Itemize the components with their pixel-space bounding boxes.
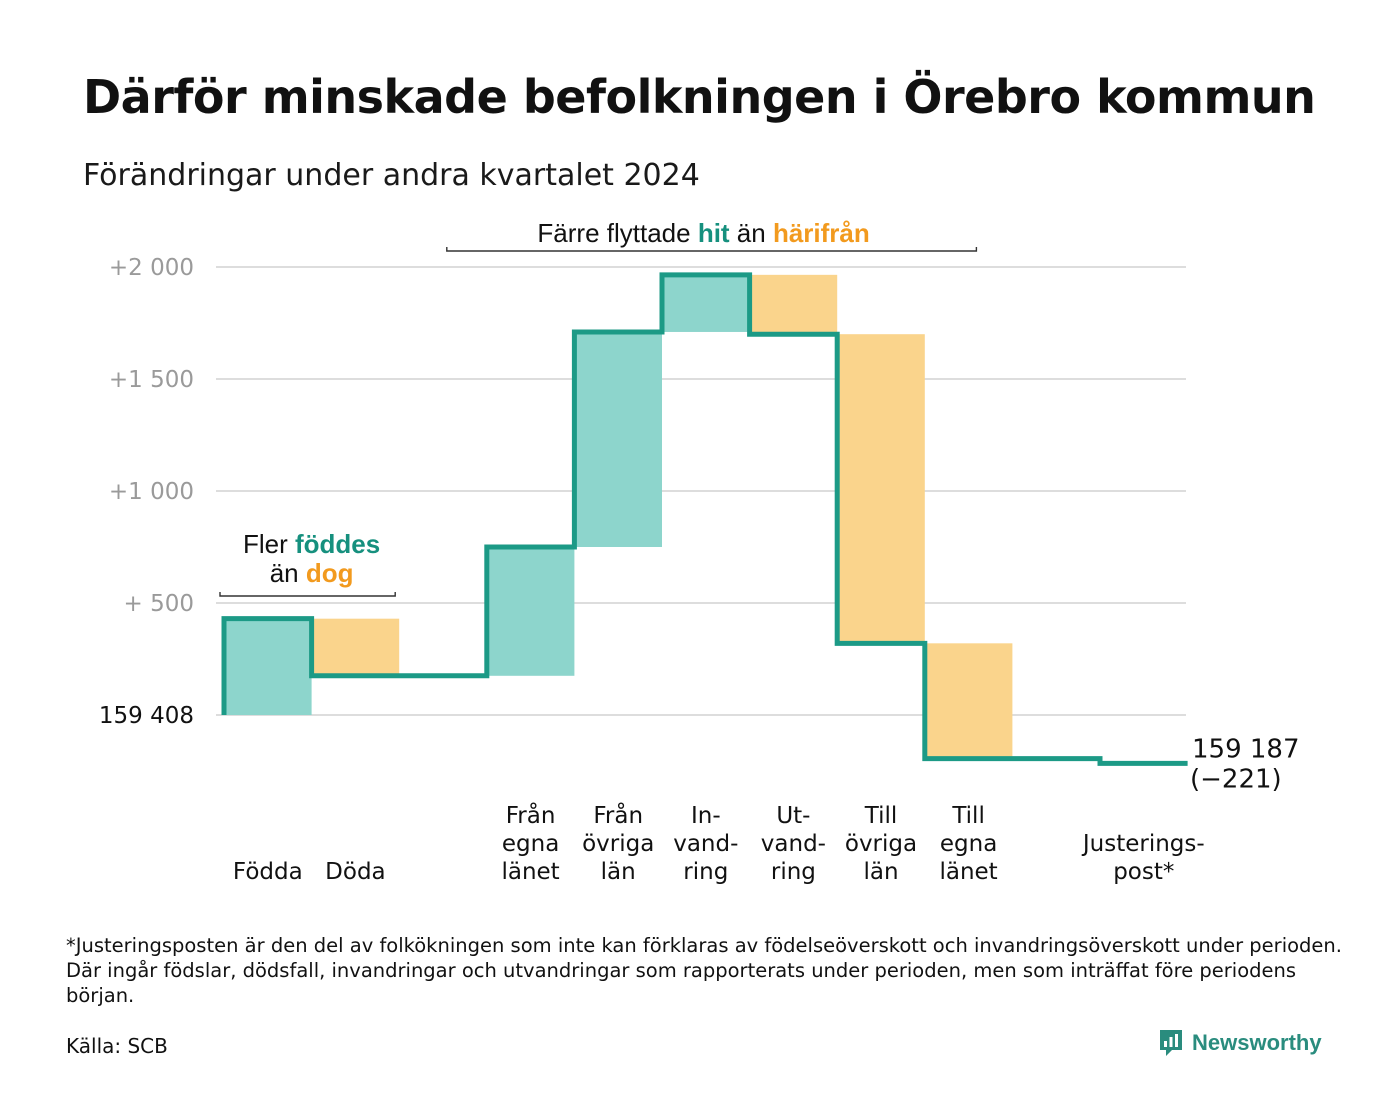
y-tick-label: + 500 xyxy=(124,591,194,617)
annotation-bracket-migration xyxy=(446,247,978,252)
inflow-bar xyxy=(486,547,575,676)
outflow-bar xyxy=(837,334,925,644)
category-label: Från xyxy=(593,801,643,829)
inflow-bar xyxy=(574,331,662,547)
chart-subtitle: Förändringar under andra kvartalet 2024 xyxy=(83,158,700,193)
category-label: Ut- xyxy=(776,803,810,829)
category-label: övriga xyxy=(582,831,654,857)
y-tick-label: +2 000 xyxy=(109,255,194,281)
y-base-label: 159 408 xyxy=(99,703,194,729)
annotation-text: än xyxy=(730,218,773,248)
category-label: In- xyxy=(691,803,721,829)
chart-title: Därför minskade befolkningen i Örebro ko… xyxy=(83,70,1316,124)
annotation-migration: Färre flyttade hit än härifrån xyxy=(537,218,869,248)
annotation-text: Färre flyttade xyxy=(537,218,697,248)
category-label: Från xyxy=(506,801,556,829)
annotation-text: än xyxy=(270,558,306,588)
annotation-outflow-word: dog xyxy=(306,558,354,588)
newsworthy-logo-icon xyxy=(1160,1030,1182,1056)
inflow-bar xyxy=(662,274,750,332)
outflow-bar xyxy=(749,274,838,335)
category-label: ring xyxy=(771,859,816,885)
outflow-bar xyxy=(311,618,400,676)
cumulative-step-line xyxy=(221,272,1188,766)
brand-name: Newsworthy xyxy=(1192,1030,1322,1055)
category-label: län xyxy=(601,859,636,885)
end-value-label: 159 187 xyxy=(1192,734,1300,764)
end-change-label: (−221) xyxy=(1190,764,1282,794)
category-label: egna xyxy=(502,831,559,857)
category-label: egna xyxy=(940,831,997,857)
waterfall-chart: 159 408 + 500 +1 000 +1 500 +2 000 Födda Döda F… xyxy=(99,218,1300,885)
outflow-bar xyxy=(924,643,1013,759)
category-label: Döda xyxy=(325,859,385,885)
category-label: Födda xyxy=(233,859,303,885)
annotation-text: Fler xyxy=(243,529,295,559)
category-label: Justerings- xyxy=(1081,831,1205,857)
annotation-outflow-word: härifrån xyxy=(773,218,870,248)
category-label: övriga xyxy=(845,831,917,857)
category-label: Till xyxy=(864,803,898,829)
annotation-bracket-births xyxy=(219,592,396,597)
inflow-bar xyxy=(224,618,312,715)
annotation-inflow-word: hit xyxy=(698,218,730,248)
footnote: *Justeringsposten är den del av folkökni… xyxy=(66,934,1342,1007)
source-note: Källa: SCB xyxy=(66,1034,168,1058)
category-label: länet xyxy=(501,859,559,885)
annotation-births-line1: Fler föddes xyxy=(243,529,380,559)
category-label: län xyxy=(863,859,898,885)
y-tick-label: +1 000 xyxy=(109,479,194,505)
category-label: Till xyxy=(951,803,985,829)
brand: Newsworthy xyxy=(1158,1028,1322,1058)
annotation-births-line2: än dog xyxy=(270,558,354,588)
annotation-inflow-word: föddes xyxy=(295,529,380,559)
category-label: vand- xyxy=(673,831,738,857)
category-label: post* xyxy=(1113,859,1174,885)
category-label: vand- xyxy=(761,831,826,857)
category-label: länet xyxy=(939,859,997,885)
category-label: ring xyxy=(683,859,728,885)
y-tick-label: +1 500 xyxy=(109,367,194,393)
